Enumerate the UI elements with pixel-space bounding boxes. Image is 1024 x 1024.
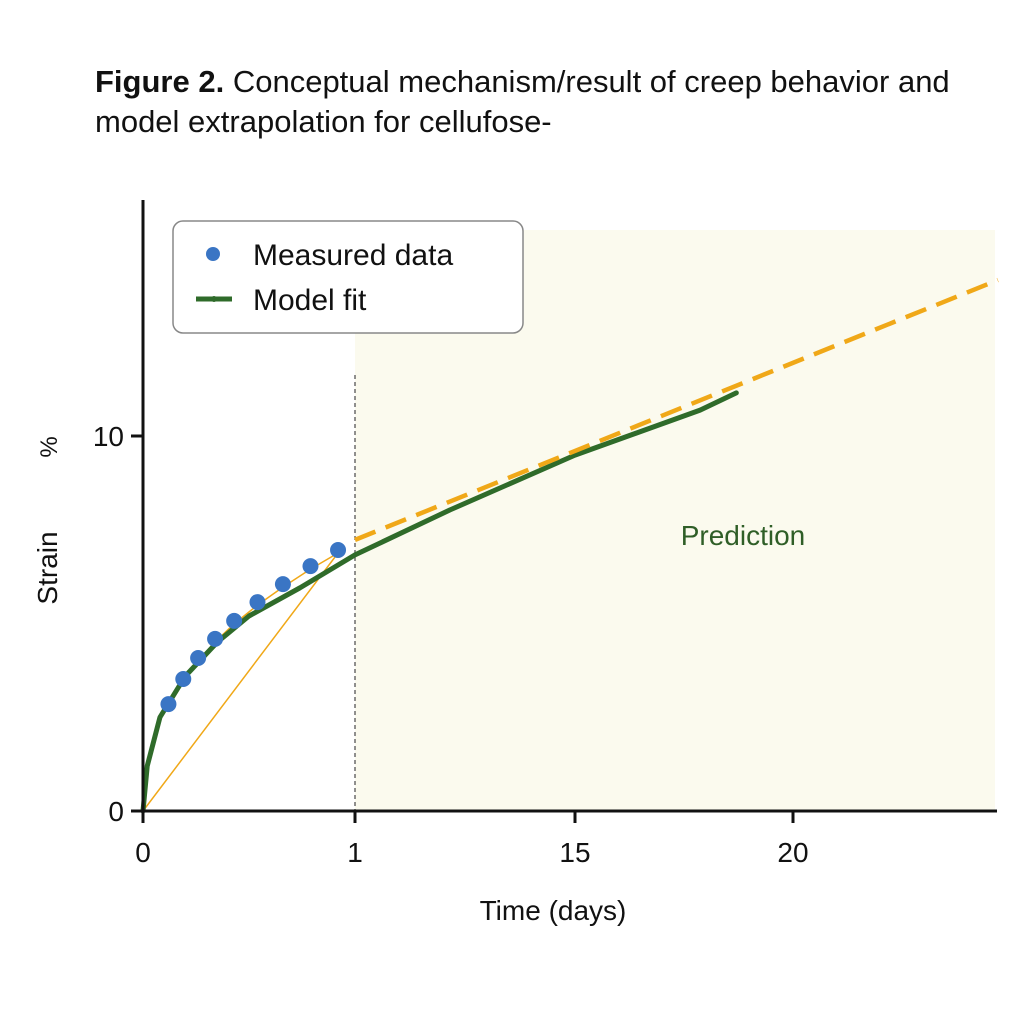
x-tick-label: 0 [135, 837, 151, 868]
caption-text: Conceptual mechanism/result of creep beh… [95, 64, 950, 139]
x-axis-label: Time (days) [480, 895, 627, 926]
prediction-annotation: Prediction [681, 520, 806, 551]
measured-point [249, 594, 266, 611]
measured-point [175, 671, 192, 687]
measured-point [302, 558, 319, 575]
measured-point [190, 650, 207, 666]
x-tick-label: 1 [347, 837, 363, 868]
extrapolation-line [354, 277, 999, 542]
x-tick-label: 20 [777, 837, 808, 868]
legend-label-measured: Measured data [253, 239, 453, 272]
legend-label-model: Model fit [253, 284, 367, 317]
y-tick-label: 10 [93, 421, 124, 452]
caption-label: Figure 2. [95, 64, 225, 99]
measured-point [226, 612, 243, 629]
legend-marker-measured [206, 247, 220, 261]
y-tick-label: 0 [108, 796, 124, 827]
x-tick-label: 15 [559, 837, 590, 868]
model-fit-line [140, 390, 739, 814]
y-axis-unit: % [36, 436, 63, 457]
fit-underlay [142, 552, 339, 812]
measured-point [274, 576, 291, 593]
measured-point [330, 542, 347, 558]
figure-caption: Figure 2. Conceptual mechanism/result of… [95, 62, 975, 142]
measured-point [207, 630, 224, 647]
measured-point [160, 696, 177, 713]
y-axis-label: Strain [32, 531, 63, 604]
legend: Measured data Model fit [172, 220, 524, 334]
